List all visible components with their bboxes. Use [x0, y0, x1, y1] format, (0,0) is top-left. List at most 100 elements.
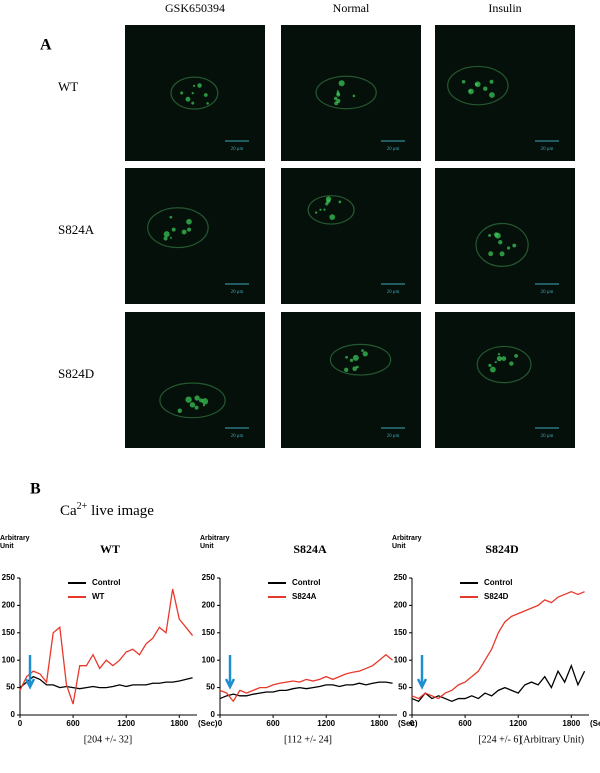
cell [147, 207, 209, 249]
vesicle [498, 240, 503, 245]
micrograph [281, 25, 421, 161]
y-tick-label: 0 [211, 710, 216, 719]
vesicle [488, 363, 492, 367]
y-tick-label: 50 [206, 683, 215, 692]
title-text: Ca [60, 503, 77, 519]
vesicle [333, 96, 338, 101]
x-unit: (Sec) [590, 719, 600, 728]
vesicle [189, 402, 196, 408]
scale-bar-label: 20 μm [541, 434, 554, 439]
y-tick-label: 100 [2, 655, 16, 664]
y-tick-label: 50 [398, 683, 407, 692]
vesicle [194, 395, 200, 401]
panel-label: A [40, 37, 52, 54]
data-line [411, 590, 585, 700]
vesicle [323, 208, 326, 211]
chart-title: S824A [293, 542, 327, 556]
micrograph [281, 312, 421, 448]
vesicle [496, 356, 503, 362]
y-tick-label: 100 [394, 655, 408, 664]
vesicle [191, 92, 194, 95]
cell [307, 195, 355, 225]
cell [170, 76, 219, 110]
vesicle [185, 396, 192, 403]
x-tick-label: 1200 [509, 719, 527, 728]
vesicle [185, 96, 191, 102]
vesicle [356, 365, 359, 369]
vesicle [201, 398, 209, 405]
scale-bar-label: 20 μm [541, 147, 554, 152]
cell [476, 345, 532, 384]
vesicle [489, 79, 494, 84]
vesicle [180, 91, 184, 95]
y-tick-label: 200 [202, 601, 216, 610]
x-tick-label: 0 [410, 719, 415, 728]
row-label: S824A [58, 222, 95, 237]
column-header: GSK650394 [165, 1, 225, 15]
micrograph [125, 168, 265, 304]
y-tick-label: 200 [2, 601, 16, 610]
y-tick-label: 0 [403, 710, 408, 719]
cell [475, 222, 529, 267]
y-tick-label: 250 [202, 573, 216, 582]
title-text: live image [87, 503, 154, 519]
footnote: [204 +/- 32] [84, 734, 132, 745]
vesicle [501, 356, 507, 361]
micrograph [435, 25, 575, 161]
micrograph [435, 168, 575, 304]
vesicle [345, 355, 348, 359]
scale-bar-label: 20 μm [231, 290, 244, 295]
vesicle [352, 366, 358, 371]
vesicle [169, 215, 173, 219]
x-tick-label: 1200 [317, 719, 335, 728]
scale-bar-label: 20 μm [387, 290, 400, 295]
x-tick-label: 1800 [170, 719, 188, 728]
micrograph [435, 312, 575, 448]
y-tick-label: 250 [2, 573, 16, 582]
vesicle [181, 229, 187, 235]
footnote: [112 +/- 24] [284, 734, 332, 745]
y-tick-label: 100 [202, 655, 216, 664]
vesicle [163, 231, 170, 238]
data-line [219, 681, 393, 700]
vesicle [163, 236, 168, 241]
row-label: WT [58, 79, 78, 94]
y-tick-label: 50 [6, 683, 15, 692]
vesicle [192, 84, 196, 88]
vesicle [329, 214, 336, 221]
vesicle [349, 358, 354, 363]
legend-label: S824A [292, 592, 317, 601]
scale-bar-label: 20 μm [387, 434, 400, 439]
title-sup: 2+ [77, 501, 88, 512]
vesicle [197, 83, 202, 88]
y-tick-label: 0 [11, 710, 16, 719]
vesicle [474, 82, 478, 86]
x-tick-label: 1200 [117, 719, 135, 728]
scale-bar-label: 20 μm [231, 147, 244, 152]
vesicle [489, 92, 495, 98]
vesicle [336, 90, 340, 93]
stimulus-arrow [224, 655, 236, 690]
legend-label: S824D [484, 592, 509, 601]
vesicle [314, 211, 318, 214]
vesicle [497, 353, 501, 356]
cell [315, 75, 377, 110]
legend-label: Control [92, 578, 120, 587]
y-axis-label: Arbitrary [0, 535, 30, 542]
y-axis-label: Arbitrary [392, 535, 422, 542]
legend-label: WT [92, 592, 105, 601]
legend-label: Control [292, 578, 320, 587]
row-label: S824D [58, 366, 94, 381]
scale-bar-label: 20 μm [387, 147, 400, 152]
vesicle [509, 361, 514, 366]
data-line [19, 588, 194, 705]
footnote: [224 +/- 6] [478, 734, 521, 745]
vesicle [488, 234, 491, 237]
vesicle [325, 196, 332, 202]
stimulus-arrow [24, 655, 36, 690]
panel-title: Ca2+ live image [60, 501, 154, 519]
vesicle [177, 408, 182, 413]
vesicle [338, 80, 345, 87]
vesicle [461, 79, 466, 84]
